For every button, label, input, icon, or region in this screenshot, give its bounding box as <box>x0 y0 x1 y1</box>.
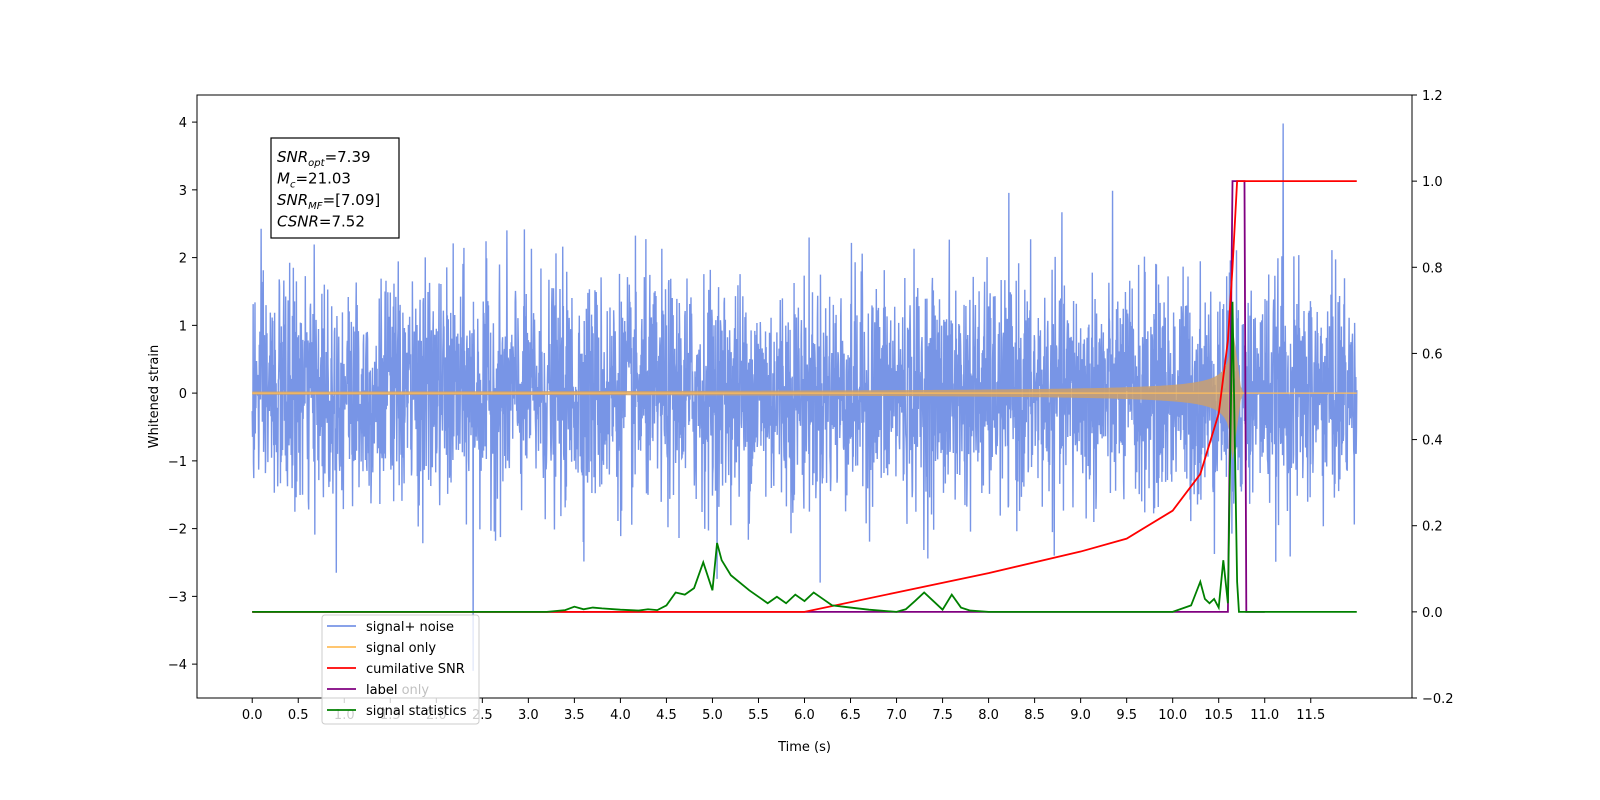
signal-only-series <box>252 325 1357 461</box>
stats-value: =7.39 <box>325 148 371 166</box>
x-tick-label: 7.5 <box>932 708 953 723</box>
y-right-tick-label: 0.6 <box>1422 347 1443 362</box>
y-right-tick-label: 0.0 <box>1422 606 1443 621</box>
signal-noise-series <box>251 123 1358 671</box>
x-tick-label: 0.0 <box>242 708 263 723</box>
x-tick-label: 9.0 <box>1070 708 1091 723</box>
legend-frame <box>321 614 480 725</box>
x-tick-label: 10.0 <box>1158 708 1187 723</box>
x-tick-label: 5.0 <box>702 708 723 723</box>
stats-line: CSNR=7.52 <box>277 213 365 231</box>
x-tick-label: 4.0 <box>610 708 631 723</box>
legend-entry-label: signal only <box>366 641 436 656</box>
legend-entry-label: cumilative SNR <box>366 662 465 677</box>
y-left-tick-label: −4 <box>168 658 187 673</box>
x-tick-label: 5.5 <box>748 708 769 723</box>
stats-box-frame <box>270 137 400 239</box>
legend-entry-label: signal statistics <box>366 704 467 719</box>
x-tick-label: 7.0 <box>886 708 907 723</box>
y-axis-left: 4 3 2 1 0 −1 −2 −3 −4 <box>168 116 197 673</box>
plot-area <box>251 123 1358 671</box>
legend-entry-label: label <box>366 683 397 698</box>
legend-hidden-label: label only <box>366 683 429 698</box>
stats-value: =[7.09] <box>323 191 381 209</box>
y-left-tick-label: 1 <box>179 319 187 334</box>
signal-noise-line <box>251 123 1358 671</box>
x-tick-label: 3.0 <box>518 708 539 723</box>
y-left-tick-label: −3 <box>168 590 187 605</box>
stats-line: SNRMF=[7.09] <box>277 191 380 212</box>
stats-symbol: CSNR <box>277 213 319 231</box>
x-tick-label: 11.0 <box>1250 708 1279 723</box>
y-left-tick-label: −2 <box>168 523 187 538</box>
legend-entry-label: signal+ noise <box>366 620 454 635</box>
x-axis-label: Time (s) <box>777 740 831 755</box>
stats-line: Mc=21.03 <box>277 170 351 191</box>
stats-subscript: c <box>290 180 296 191</box>
stats-value: =7.52 <box>319 213 365 231</box>
stats-subscript: MF <box>308 201 323 212</box>
y-right-tick-label: 1.2 <box>1422 89 1443 104</box>
x-tick-label: 0.5 <box>288 708 309 723</box>
x-tick-label: 9.5 <box>1116 708 1137 723</box>
x-tick-label: 4.5 <box>656 708 677 723</box>
y-left-tick-label: −1 <box>168 455 187 470</box>
y-right-tick-label: 0.8 <box>1422 261 1443 276</box>
y-right-tick-label: −0.2 <box>1422 692 1454 707</box>
stats-symbol: M <box>277 170 290 188</box>
x-tick-label: 10.5 <box>1204 708 1233 723</box>
y-left-tick-label: 2 <box>179 252 187 267</box>
stats-symbol: SNR <box>277 191 308 209</box>
y-right-tick-label: 1.0 <box>1422 175 1443 190</box>
y-left-tick-label: 4 <box>179 116 187 131</box>
stats-subscript: opt <box>308 158 325 169</box>
legend: label only signal+ noise signal only cumila… <box>321 614 480 725</box>
right-axis-series <box>252 180 1357 613</box>
x-tick-label: 6.0 <box>794 708 815 723</box>
stats-line: SNRopt=7.39 <box>277 148 371 169</box>
x-tick-label: 11.5 <box>1296 708 1325 723</box>
signal-statistics-line <box>252 301 1357 613</box>
y-axis-label: Whitened strain <box>147 345 162 448</box>
y-left-tick-label: 0 <box>179 387 187 402</box>
stats-value: =21.03 <box>295 170 351 188</box>
x-tick-label: 6.5 <box>840 708 861 723</box>
x-tick-label: 8.0 <box>978 708 999 723</box>
y-right-tick-label: 0.2 <box>1422 520 1443 535</box>
y-left-tick-label: 3 <box>179 184 187 199</box>
x-tick-label: 3.5 <box>564 708 585 723</box>
x-tick-label: 8.5 <box>1024 708 1045 723</box>
stats-symbol: SNR <box>277 148 308 166</box>
cumilative-snr-line <box>252 180 1357 613</box>
y-right-tick-label: 0.4 <box>1422 434 1443 449</box>
y-axis-right: 1.2 1.0 0.8 0.6 0.4 0.2 0.0 −0.2 <box>1412 89 1454 707</box>
